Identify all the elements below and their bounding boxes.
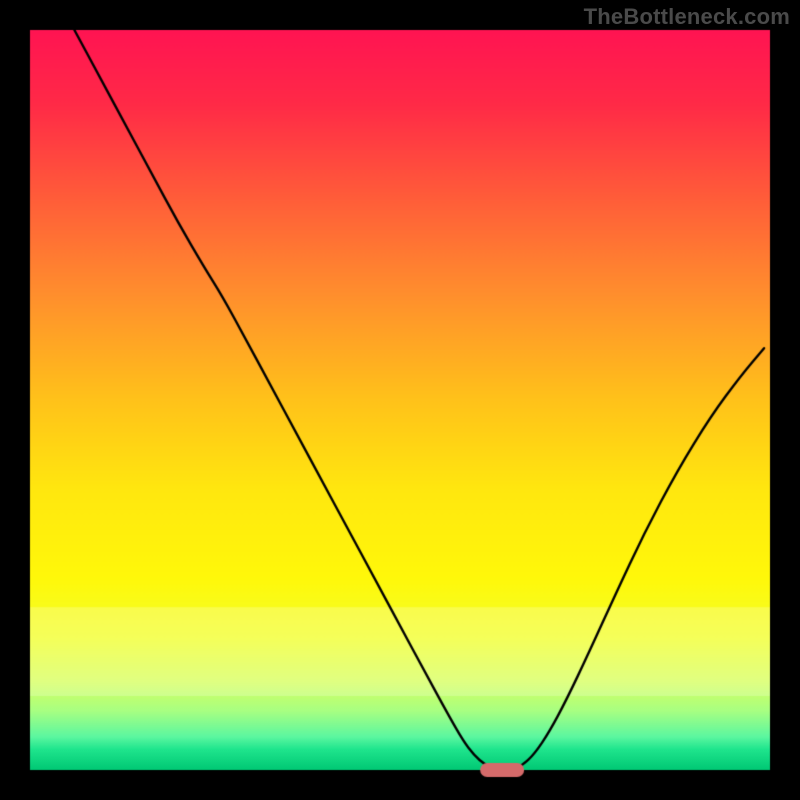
- chart-container: TheBottleneck.com: [0, 0, 800, 800]
- bottleneck-chart-canvas: [0, 0, 800, 800]
